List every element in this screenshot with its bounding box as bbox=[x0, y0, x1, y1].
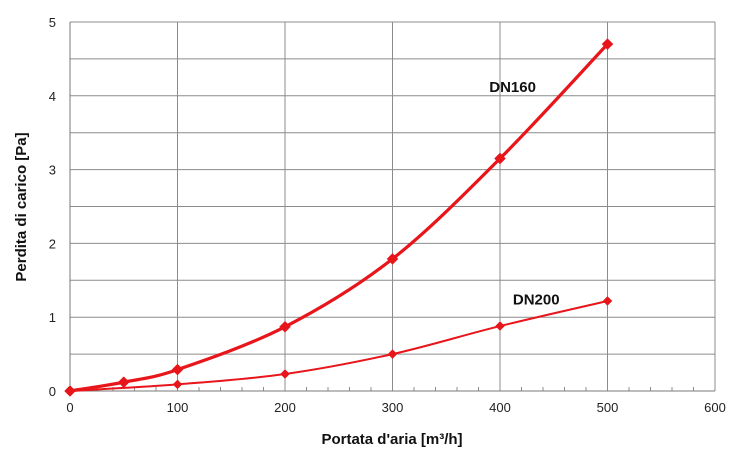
series-label-dn160: DN160 bbox=[489, 79, 536, 96]
y-tick-label: 5 bbox=[49, 15, 56, 30]
y-tick-label: 2 bbox=[49, 236, 56, 251]
x-tick-label: 400 bbox=[489, 400, 511, 415]
data-point-dn200 bbox=[172, 379, 183, 390]
x-tick-label: 200 bbox=[274, 400, 296, 415]
series-line-dn200 bbox=[69, 299, 608, 392]
x-tick-label: 600 bbox=[704, 400, 726, 415]
series-markers bbox=[64, 38, 614, 397]
x-tick-label: 300 bbox=[382, 400, 404, 415]
y-tick-label: 0 bbox=[49, 384, 56, 399]
series-line-dn160 bbox=[69, 43, 609, 393]
data-point-dn160 bbox=[117, 376, 130, 388]
series-lines bbox=[69, 43, 609, 393]
data-point-dn200 bbox=[387, 349, 398, 359]
y-tick-labels: 0 1 2 3 4 5 bbox=[49, 15, 56, 399]
x-tick-labels: 0 100 200 300 400 500 600 bbox=[66, 400, 725, 415]
data-point-dn160 bbox=[386, 253, 399, 265]
y-tick-label: 4 bbox=[49, 89, 56, 104]
data-point-dn160 bbox=[601, 38, 614, 50]
series-label-dn200: DN200 bbox=[513, 292, 560, 309]
grid bbox=[70, 21, 716, 391]
data-point-dn160 bbox=[494, 152, 506, 165]
x-tick-label: 100 bbox=[167, 400, 189, 415]
minor-ticks bbox=[69, 387, 716, 391]
data-point-dn200 bbox=[602, 296, 613, 306]
data-point-dn160 bbox=[279, 320, 291, 333]
x-tick-label: 0 bbox=[66, 400, 73, 415]
x-tick-label: 500 bbox=[597, 400, 619, 415]
data-point-dn200 bbox=[65, 386, 75, 396]
x-axis-title: Portata d'aria [m³/h] bbox=[321, 431, 462, 448]
y-axis-title: Perdita di carico [Pa] bbox=[13, 132, 30, 281]
y-tick-label: 3 bbox=[49, 163, 56, 178]
data-point-dn160 bbox=[171, 363, 184, 376]
y-tick-label: 1 bbox=[49, 310, 56, 325]
data-point-dn200 bbox=[495, 321, 505, 331]
data-point-dn200 bbox=[280, 369, 290, 379]
axes bbox=[69, 22, 715, 392]
